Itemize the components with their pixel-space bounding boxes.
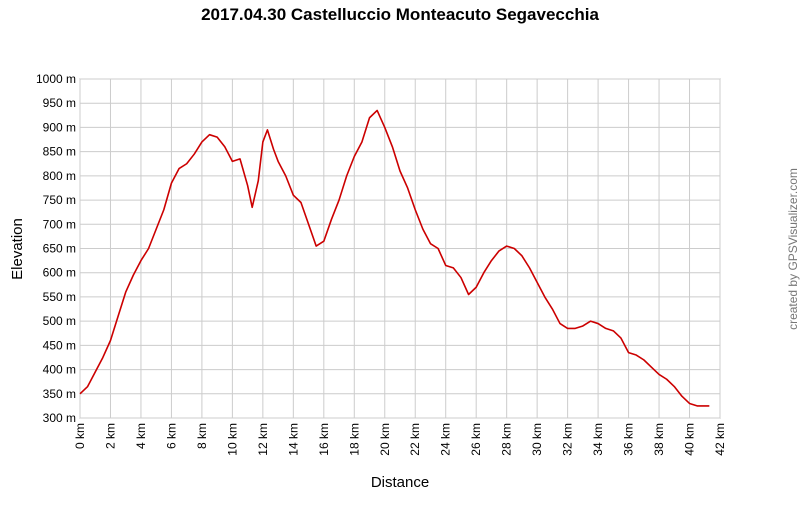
x-tick-label: 22 km — [408, 423, 422, 456]
x-tick-label: 2 km — [103, 423, 117, 449]
y-axis-label: Elevation — [9, 218, 26, 280]
x-tick-label: 34 km — [591, 423, 605, 456]
y-tick-label: 850 m — [43, 145, 76, 159]
y-tick-label: 900 m — [43, 120, 76, 134]
x-tick-label: 38 km — [652, 423, 666, 456]
y-tick-label: 750 m — [43, 193, 76, 207]
y-tick-label: 700 m — [43, 217, 76, 231]
x-tick-label: 36 km — [622, 423, 636, 456]
x-tick-label: 4 km — [134, 423, 148, 449]
y-tick-label: 1000 m — [36, 72, 76, 86]
x-tick-label: 26 km — [469, 423, 483, 456]
y-tick-label: 400 m — [43, 363, 76, 377]
y-tick-label: 800 m — [43, 169, 76, 183]
x-axis-label: Distance — [371, 474, 429, 491]
x-tick-label: 16 km — [317, 423, 331, 456]
x-tick-label: 6 km — [164, 423, 178, 449]
x-tick-label: 32 km — [561, 423, 575, 456]
y-tick-label: 550 m — [43, 290, 76, 304]
chart-title: 2017.04.30 Castelluccio Monteacuto Segav… — [201, 5, 599, 24]
x-tick-label: 24 km — [439, 423, 453, 456]
y-tick-label: 300 m — [43, 411, 76, 425]
x-tick-label: 8 km — [195, 423, 209, 449]
x-tick-label: 42 km — [713, 423, 727, 456]
x-tick-label: 40 km — [683, 423, 697, 456]
x-tick-label: 14 km — [286, 423, 300, 456]
y-tick-label: 950 m — [43, 96, 76, 110]
credit: created by GPSVisualizer.com — [786, 168, 800, 330]
y-tick-label: 500 m — [43, 314, 76, 328]
x-tick-label: 12 km — [256, 423, 270, 456]
x-tick-label: 30 km — [530, 423, 544, 456]
x-tick-label: 20 km — [378, 423, 392, 456]
elevation-line — [79, 109, 710, 407]
x-tick-label: 10 km — [225, 423, 239, 456]
x-tick-label: 18 km — [347, 423, 361, 456]
y-tick-label: 600 m — [43, 266, 76, 280]
x-tick-label: 0 km — [73, 423, 87, 449]
y-tick-label: 450 m — [43, 338, 76, 352]
x-tick-label: 28 km — [500, 423, 514, 456]
y-tick-label: 350 m — [43, 387, 76, 401]
y-tick-label: 650 m — [43, 242, 76, 256]
